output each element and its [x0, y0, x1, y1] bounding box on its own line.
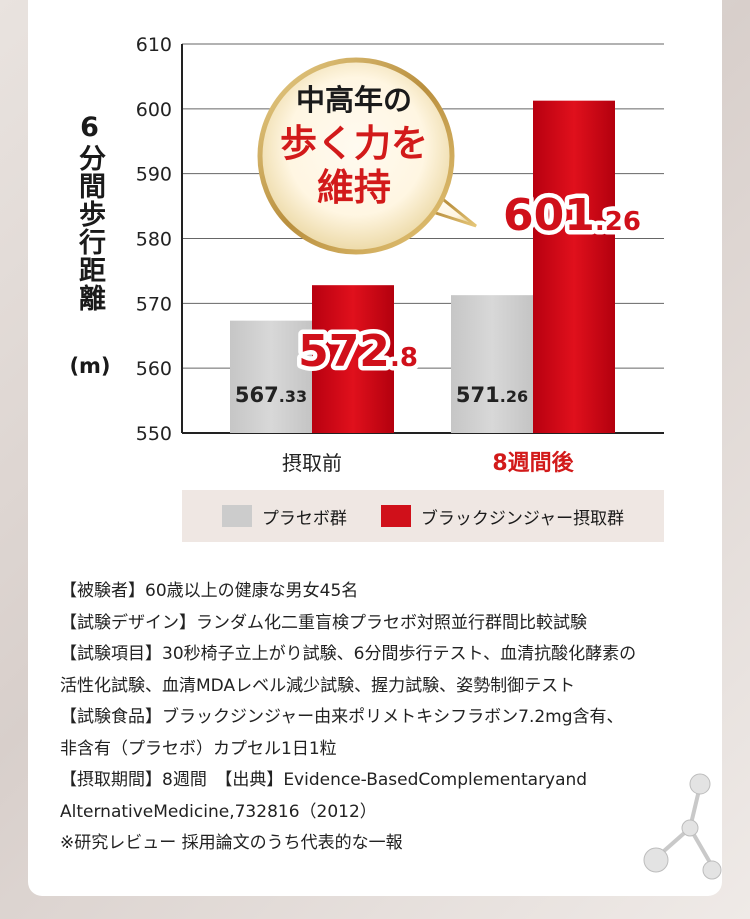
data-label-outline: 572.8: [298, 326, 418, 377]
y-tick-label: 570: [136, 293, 172, 315]
data-label: 567.33: [235, 383, 307, 407]
note-line: 活性化試験、血清MDAレベル減少試験、握力試験、姿勢制御テスト: [60, 675, 576, 696]
note-line: 非含有（プラセボ）カプセル1日1粒: [60, 738, 337, 759]
y-tick-label: 550: [136, 423, 172, 445]
chart-legend: プラセボ群 ブラックジンジャー摂取群: [182, 490, 664, 542]
study-notes: 【被験者】60歳以上の健康な男女45名 【試験デザイン】ランダム化二重盲検プラセ…: [60, 576, 700, 860]
legend-label-placebo: プラセボ群: [261, 508, 347, 529]
callout-text: 中高年の 歩く力を 維持: [254, 78, 454, 210]
note-line: 【試験デザイン】ランダム化二重盲検プラセボ対照並行群間比較試験: [60, 612, 587, 633]
data-label-outline: 601.26: [503, 190, 641, 241]
note-line: 【被験者】60歳以上の健康な男女45名: [60, 581, 359, 601]
x-tick-label: 摂取前: [282, 451, 342, 475]
legend-label-black-ginger: ブラックジンジャー摂取群: [420, 508, 625, 529]
y-tick-label: 610: [136, 34, 172, 56]
note-line: ※研究レビュー 採用論文のうち代表的な一報: [60, 833, 403, 853]
bar: [312, 285, 394, 433]
legend-item-placebo: プラセボ群: [221, 504, 347, 529]
data-label: 571.26: [456, 383, 528, 407]
bar: [230, 320, 312, 433]
note-line: 【試験食品】ブラックジンジャー由来ポリメトキシフラボン7.2mg含有、: [60, 707, 624, 727]
callout-bubble: [257, 57, 477, 255]
legend-swatch-black-ginger: [380, 505, 411, 527]
note-line: 【試験項目】30秒椅子立上がり試験、6分間歩行テスト、血清抗酸化酵素の: [60, 644, 637, 664]
y-axis-unit: (m): [69, 354, 111, 378]
y-tick-label: 560: [136, 358, 172, 380]
note-line: 【摂取期間】8週間 【出典】Evidence-BasedComplementar…: [60, 770, 588, 790]
data-label: 572.8: [298, 326, 418, 377]
molecule-decoration: [643, 773, 722, 880]
legend-item-black-ginger: ブラックジンジャー摂取群: [380, 504, 625, 529]
bar: [451, 295, 533, 433]
legend-swatch-placebo: [221, 505, 252, 527]
note-line: AlternativeMedicine,732816（2012）: [60, 801, 377, 822]
y-tick-label: 600: [136, 99, 172, 121]
y-axis-label: 6分間歩行距離: [74, 112, 105, 312]
callout-line-1: 中高年の: [295, 83, 412, 117]
callout-line-2: 歩く力を: [280, 122, 428, 165]
y-tick-label: 580: [136, 229, 172, 251]
callout-line-3: 維持: [317, 166, 391, 209]
data-label: 601.26: [503, 190, 641, 241]
x-tick-label: 8週間後: [492, 450, 574, 476]
y-tick-label: 590: [136, 164, 172, 186]
bar-chart: 550 560 570 580 590 600 610 摂取前 8週間後 567.33 571.26…: [136, 34, 664, 476]
bar: [533, 100, 615, 433]
